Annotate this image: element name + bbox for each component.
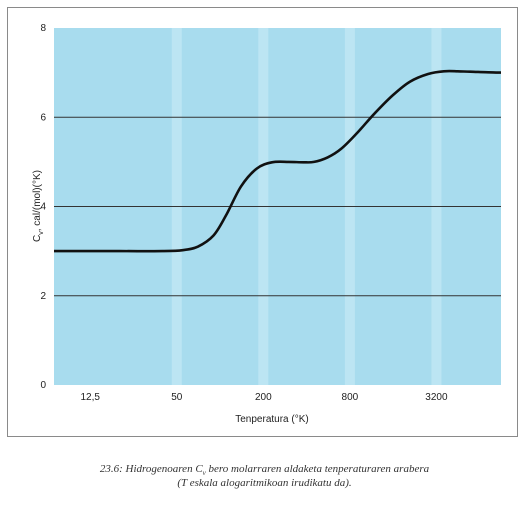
y-tick-label: 8: [40, 23, 46, 34]
x-axis-label: Tenperatura (°K): [235, 414, 308, 425]
y-axis-label: Cv, cal/(mol)(°K): [32, 170, 45, 242]
series-line: [53, 69, 502, 253]
y-tick-label: 2: [40, 291, 46, 302]
x-axis-ticks: 12,5 50 200 800 3200: [80, 392, 448, 403]
figure-caption-line-1: 23.6: Hidrogenoaren Cv bero molarraren a…: [0, 462, 529, 480]
y-axis-label-sub: v: [38, 231, 45, 235]
y-tick-label: 4: [40, 202, 46, 213]
series-layer: [53, 69, 502, 253]
grid-lines: [54, 116, 501, 297]
x-tick-label: 50: [171, 392, 183, 403]
figure-caption-line-2: (T eskala alogaritmikoan irudikatu da).: [177, 477, 352, 489]
x-tick-label: 200: [255, 392, 272, 403]
y-tick-label: 0: [40, 380, 46, 391]
y-axis-label-rest: , cal/(mol)(°K): [32, 170, 43, 231]
caption-post: bero molarraren aldaketa tenperaturaren …: [205, 463, 430, 475]
y-tick-label: 6: [40, 112, 46, 123]
x-tick-label: 12,5: [80, 392, 100, 403]
y-axis-label-main: C: [32, 235, 43, 242]
x-tick-label: 3200: [425, 392, 448, 403]
y-axis-ticks: 0 2 4 6 8: [40, 23, 46, 391]
caption-pre: 23.6: Hidrogenoaren C: [99, 463, 203, 475]
caption-sub: v: [202, 469, 206, 478]
x-tick-label: 800: [342, 392, 359, 403]
